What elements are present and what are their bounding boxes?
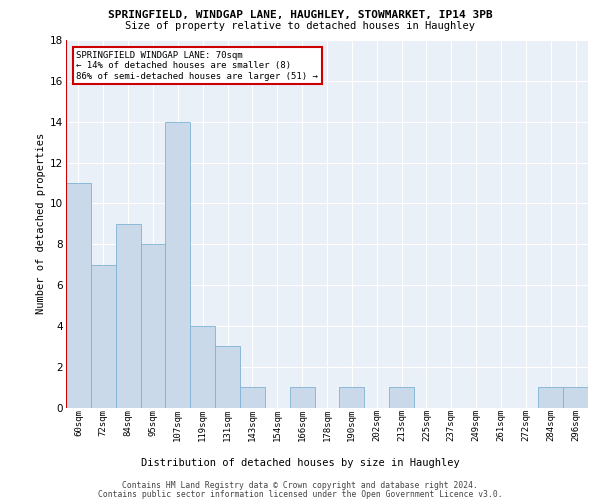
Bar: [116, 224, 140, 408]
Bar: [240, 387, 265, 407]
Bar: [140, 244, 166, 408]
Bar: [340, 387, 364, 407]
Text: Contains HM Land Registry data © Crown copyright and database right 2024.: Contains HM Land Registry data © Crown c…: [122, 481, 478, 490]
Text: Distribution of detached houses by size in Haughley: Distribution of detached houses by size …: [140, 458, 460, 468]
Text: SPRINGFIELD WINDGAP LANE: 70sqm
← 14% of detached houses are smaller (8)
86% of : SPRINGFIELD WINDGAP LANE: 70sqm ← 14% of…: [76, 51, 319, 81]
Text: Contains public sector information licensed under the Open Government Licence v3: Contains public sector information licen…: [98, 490, 502, 499]
Bar: [166, 122, 190, 408]
Y-axis label: Number of detached properties: Number of detached properties: [36, 133, 46, 314]
Bar: [538, 387, 563, 407]
Bar: [290, 387, 314, 407]
Bar: [66, 183, 91, 408]
Bar: [190, 326, 215, 407]
Bar: [563, 387, 588, 407]
Bar: [215, 346, 240, 408]
Text: SPRINGFIELD, WINDGAP LANE, HAUGHLEY, STOWMARKET, IP14 3PB: SPRINGFIELD, WINDGAP LANE, HAUGHLEY, STO…: [107, 10, 493, 20]
Bar: [389, 387, 414, 407]
Text: Size of property relative to detached houses in Haughley: Size of property relative to detached ho…: [125, 21, 475, 31]
Bar: [91, 264, 116, 408]
